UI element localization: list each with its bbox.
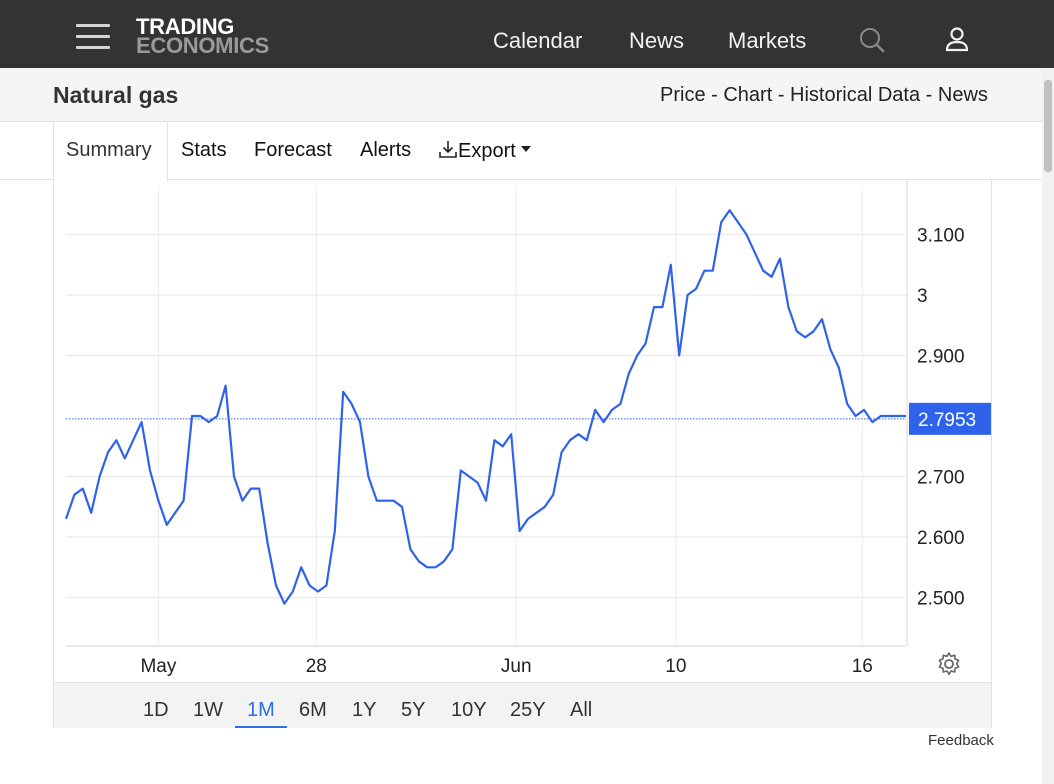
range-6m[interactable]: 6M [299, 699, 327, 721]
export-label: Export [458, 140, 516, 162]
nav-markets[interactable]: Markets [728, 28, 807, 53]
range-25y[interactable]: 25Y [510, 699, 546, 721]
section-links: Price - Chart - Historical Data - News [660, 84, 988, 107]
tabs-row [0, 122, 1042, 180]
range-1m[interactable]: 1M [247, 699, 275, 721]
caret-down-icon [520, 146, 531, 152]
link-separator: - [920, 84, 938, 106]
range-5y[interactable]: 5Y [401, 699, 426, 721]
logo[interactable]: TRADING ECONOMICS [136, 14, 269, 58]
nav-calendar[interactable]: Calendar [493, 28, 583, 53]
range-1y[interactable]: 1Y [352, 699, 377, 721]
tab-stats[interactable]: Stats [181, 139, 227, 161]
tab-summary[interactable]: Summary [66, 139, 152, 161]
link-separator: - [772, 84, 791, 106]
logo-line-1: TRADING [136, 14, 235, 39]
chart-container [53, 180, 992, 728]
download-icon [439, 141, 457, 158]
link-price[interactable]: Price [660, 84, 706, 106]
link-news[interactable]: News [937, 84, 988, 106]
range-10y[interactable]: 10Y [451, 699, 487, 721]
chart-settings-gear-icon[interactable] [936, 651, 962, 677]
user-account-icon[interactable] [943, 25, 971, 53]
scrollbar-thumb[interactable] [1044, 80, 1052, 172]
search-icon[interactable] [858, 26, 886, 54]
hamburger-menu-icon[interactable] [76, 24, 110, 50]
range-selector-bar [54, 682, 991, 728]
range-1w[interactable]: 1W [193, 699, 223, 721]
range-1d[interactable]: 1D [143, 699, 169, 721]
tab-alerts[interactable]: Alerts [360, 139, 412, 161]
tab-forecast[interactable]: Forecast [254, 139, 332, 161]
link-separator: - [705, 84, 724, 106]
tab-summary-active-background [53, 122, 168, 182]
scrollbar-track[interactable] [1042, 68, 1054, 784]
link-historical-data[interactable]: Historical Data [790, 84, 921, 106]
feedback-link[interactable]: Feedback [928, 732, 994, 749]
tab-export[interactable]: Export [438, 139, 533, 163]
active-range-underline [235, 726, 287, 728]
page-title: Natural gas [53, 82, 179, 108]
logo-line-2: ECONOMICS [136, 33, 269, 58]
range-all[interactable]: All [570, 699, 593, 721]
nav-news[interactable]: News [629, 28, 685, 53]
link-chart[interactable]: Chart [723, 84, 773, 106]
title-bar [0, 68, 1042, 122]
